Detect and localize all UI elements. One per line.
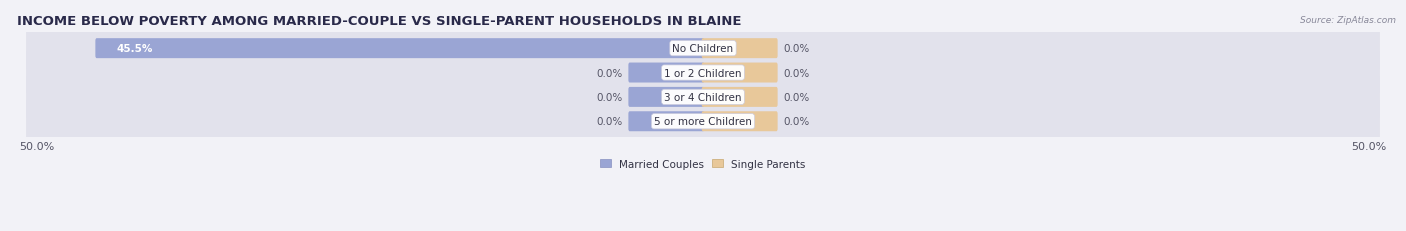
FancyBboxPatch shape: [27, 74, 1379, 121]
Text: No Children: No Children: [672, 44, 734, 54]
Text: 0.0%: 0.0%: [783, 68, 810, 78]
Text: 0.0%: 0.0%: [783, 117, 810, 127]
FancyBboxPatch shape: [628, 88, 704, 107]
Text: Source: ZipAtlas.com: Source: ZipAtlas.com: [1301, 16, 1396, 25]
Text: 0.0%: 0.0%: [783, 44, 810, 54]
FancyBboxPatch shape: [96, 39, 704, 59]
FancyBboxPatch shape: [702, 63, 778, 83]
Text: 0.0%: 0.0%: [596, 117, 623, 127]
FancyBboxPatch shape: [27, 50, 1379, 96]
Text: 1 or 2 Children: 1 or 2 Children: [664, 68, 742, 78]
Text: 45.5%: 45.5%: [117, 44, 153, 54]
FancyBboxPatch shape: [27, 99, 1379, 145]
FancyBboxPatch shape: [27, 26, 1379, 72]
FancyBboxPatch shape: [702, 88, 778, 107]
Text: 0.0%: 0.0%: [596, 68, 623, 78]
Text: 3 or 4 Children: 3 or 4 Children: [664, 92, 742, 102]
Text: 5 or more Children: 5 or more Children: [654, 117, 752, 127]
FancyBboxPatch shape: [702, 112, 778, 132]
Legend: Married Couples, Single Parents: Married Couples, Single Parents: [598, 156, 808, 172]
FancyBboxPatch shape: [628, 112, 704, 132]
Text: INCOME BELOW POVERTY AMONG MARRIED-COUPLE VS SINGLE-PARENT HOUSEHOLDS IN BLAINE: INCOME BELOW POVERTY AMONG MARRIED-COUPL…: [17, 15, 741, 28]
FancyBboxPatch shape: [702, 39, 778, 59]
FancyBboxPatch shape: [628, 63, 704, 83]
Text: 0.0%: 0.0%: [596, 92, 623, 102]
Text: 0.0%: 0.0%: [783, 92, 810, 102]
